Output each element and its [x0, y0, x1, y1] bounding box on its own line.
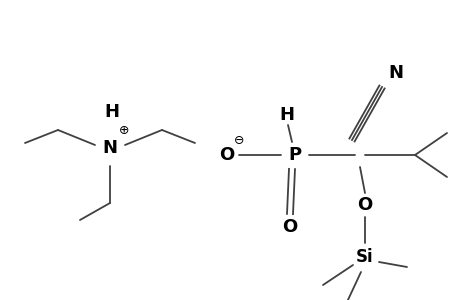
Text: H: H [279, 106, 294, 124]
Text: N: N [102, 139, 117, 157]
Text: O: O [282, 218, 297, 236]
Text: P: P [288, 146, 301, 164]
Text: O: O [219, 146, 234, 164]
Text: Si: Si [355, 248, 373, 266]
Text: O: O [357, 196, 372, 214]
Text: ⊖: ⊖ [233, 134, 244, 148]
Text: N: N [388, 64, 403, 82]
Text: ⊕: ⊕ [118, 124, 129, 136]
Text: H: H [104, 103, 119, 121]
